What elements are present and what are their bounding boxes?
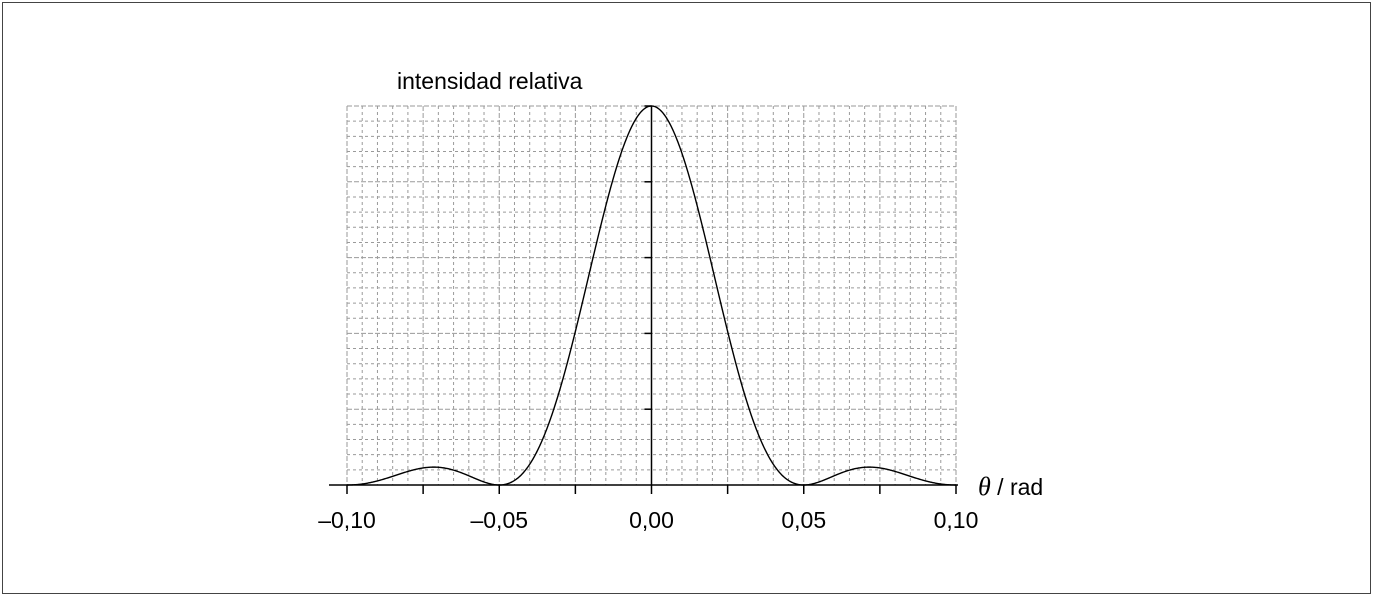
curve-layer [347,105,956,486]
x-tick-label: –0,05 [470,507,528,533]
intensity-curve [347,105,956,486]
x-axis-unit: / rad [991,474,1043,500]
x-tick-label: 0,05 [781,507,826,533]
chart-axes [329,105,958,494]
x-axis-symbol: θ [978,472,991,501]
x-tick-label: 0,10 [934,507,979,533]
x-axis-label: θ / rad [978,472,1043,501]
chart-labels: intensidad relativa θ / rad –0,10 –0,05 0,… [318,68,1043,533]
x-tick-label: –0,10 [318,507,376,533]
x-tick-label: 0,00 [629,507,674,533]
y-axis-label: intensidad relativa [397,68,583,94]
